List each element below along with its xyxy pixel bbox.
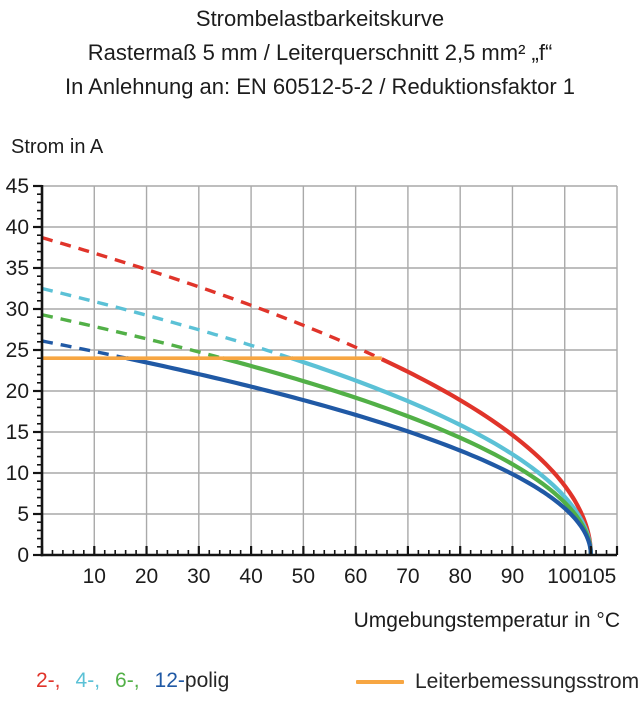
y-tick-labels: 0 5 10 15 20 25 30 35 40 45 xyxy=(6,175,29,567)
x-tick-label: 50 xyxy=(292,565,315,588)
y-tick-label: 20 xyxy=(6,380,29,403)
legend-pole-label-4-polig: 4-, xyxy=(75,669,101,692)
curve-4-polig-dashed xyxy=(41,286,292,360)
x-tick-label: 90 xyxy=(501,565,524,588)
legend-pole-counts: 2-, 4-, 6-, 12-polig xyxy=(36,669,229,693)
x-tick-label: 105 xyxy=(581,565,616,588)
y-tick-label: 45 xyxy=(6,175,29,198)
x-tick-label: 30 xyxy=(187,565,210,588)
curve-12-polig-solid xyxy=(126,356,593,556)
y-tick-label: 25 xyxy=(6,339,29,362)
chart-title-line1: Strombelastbarkeitskurve xyxy=(195,6,445,31)
x-tick-label: 10 xyxy=(83,565,106,588)
chart-title-line2: Rastermaß 5 mm / Leiterquerschnitt 2,5 m… xyxy=(87,40,553,65)
legend-pole-label-6-polig: 6-, xyxy=(115,669,140,692)
curve-2-polig-solid xyxy=(380,357,593,556)
y-tick-label: 35 xyxy=(6,257,29,280)
legend-polig-suffix: polig xyxy=(184,669,230,692)
legend-pole-label-12-polig: 12- xyxy=(154,669,185,692)
y-tick-label: 5 xyxy=(17,503,29,526)
legend-row: 2-, 4-, 6-, 12-polig Leiterbemessungsstrom xyxy=(0,669,640,699)
rated-current-line-swatch xyxy=(356,680,404,684)
derating-curve-plot: 0 5 10 15 20 25 30 35 40 45 10 20 30 40 50 60 70 80 90 100 1… xyxy=(6,175,619,588)
x-tick-label: 100 xyxy=(547,565,582,588)
y-tick-label: 15 xyxy=(6,421,29,444)
y-tick-label: 40 xyxy=(6,216,29,239)
curve-6-polig-dashed xyxy=(41,313,224,360)
x-axis-title: Umgebungstemperatur in °C xyxy=(353,609,620,632)
x-tick-label: 60 xyxy=(344,565,367,588)
x-tick-label: 80 xyxy=(449,565,472,588)
y-tick-label: 10 xyxy=(6,462,29,485)
x-tick-label: 20 xyxy=(135,565,158,588)
y-axis-title: Strom in A xyxy=(11,136,104,158)
legend-rated-current: Leiterbemessungsstrom xyxy=(356,669,639,695)
axis-ticks xyxy=(33,184,619,557)
chart-title-line3: In Anlehnung an: EN 60512-5-2 / Reduktio… xyxy=(64,74,575,99)
x-tick-label: 70 xyxy=(396,565,419,588)
rated-current-line-label: Leiterbemessungsstrom xyxy=(415,670,640,693)
y-tick-label: 0 xyxy=(17,544,29,567)
x-tick-label: 40 xyxy=(239,565,262,588)
x-tick-labels: 10 20 30 40 50 60 70 80 90 100 105 xyxy=(83,565,617,588)
chart-title-block: Strombelastbarkeitskurve Rastermaß 5 mm … xyxy=(0,2,640,104)
y-tick-label: 30 xyxy=(6,298,29,321)
gridlines xyxy=(42,185,618,555)
legend-pole-label-2-polig: 2-, xyxy=(36,669,61,692)
curve-2-polig-dashed xyxy=(41,236,383,361)
series-curves xyxy=(41,236,593,556)
curve-12-polig-dashed xyxy=(41,339,128,360)
